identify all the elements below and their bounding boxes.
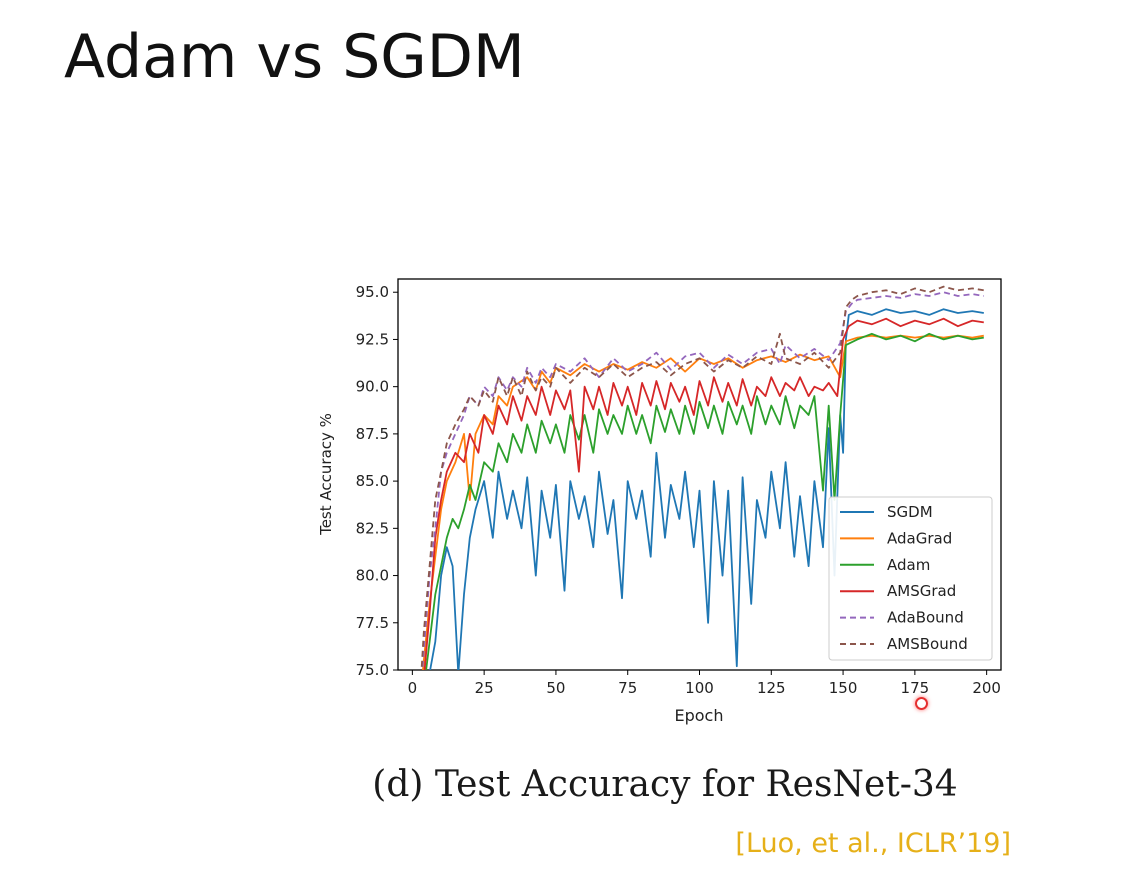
legend-label-sgdm: SGDM [887,503,933,521]
x-tick-label: 150 [829,679,858,697]
x-tick-label: 175 [901,679,930,697]
figure-caption: (d) Test Accuracy for ResNet-34 [372,764,958,805]
x-tick-label: 25 [475,679,494,697]
legend-label-adam: Adam [887,556,930,574]
series-line-amsgrad [423,317,984,670]
y-tick-label: 80.0 [356,567,389,585]
x-tick-label: 0 [408,679,418,697]
y-axis-ticks: 75.0 77.5 80.0 82.5 85.0 87.5 90.0 92.5 95.0 [356,283,398,679]
legend-label-adabound: AdaBound [887,609,964,627]
x-tick-label: 125 [757,679,786,697]
x-tick-label: 75 [618,679,637,697]
cursor-indicator-icon [915,697,928,710]
x-axis-label: Epoch [675,706,724,725]
legend-label-adagrad: AdaGrad [887,529,952,547]
y-tick-label: 95.0 [356,283,389,301]
y-tick-label: 75.0 [356,661,389,679]
series-line-adabound [421,291,984,670]
x-tick-label: 100 [685,679,714,697]
series-line-amsbound [420,285,984,670]
y-tick-label: 92.5 [356,330,389,348]
y-tick-label: 82.5 [356,519,389,537]
y-axis-label: Test Accuracy % [317,413,335,536]
y-tick-label: 90.0 [356,378,389,396]
series-layer [420,285,984,670]
citation: [Luo, et al., ICLR’19] [735,828,1011,859]
series-line-sgdm [429,308,984,670]
x-tick-label: 200 [972,679,1001,697]
x-tick-label: 50 [546,679,565,697]
y-tick-label: 77.5 [356,614,389,632]
x-axis-ticks: 0 25 50 75 100 125 150 175 200 [408,670,1001,697]
legend: SGDM AdaGrad Adam AMSGrad AdaBound AMSBound [828,496,993,661]
y-tick-label: 87.5 [356,425,389,443]
slide-title: Adam vs SGDM [64,22,525,92]
legend-label-amsgrad: AMSGrad [887,582,956,600]
y-tick-label: 85.0 [356,472,389,490]
legend-label-amsbound: AMSBound [887,635,968,653]
